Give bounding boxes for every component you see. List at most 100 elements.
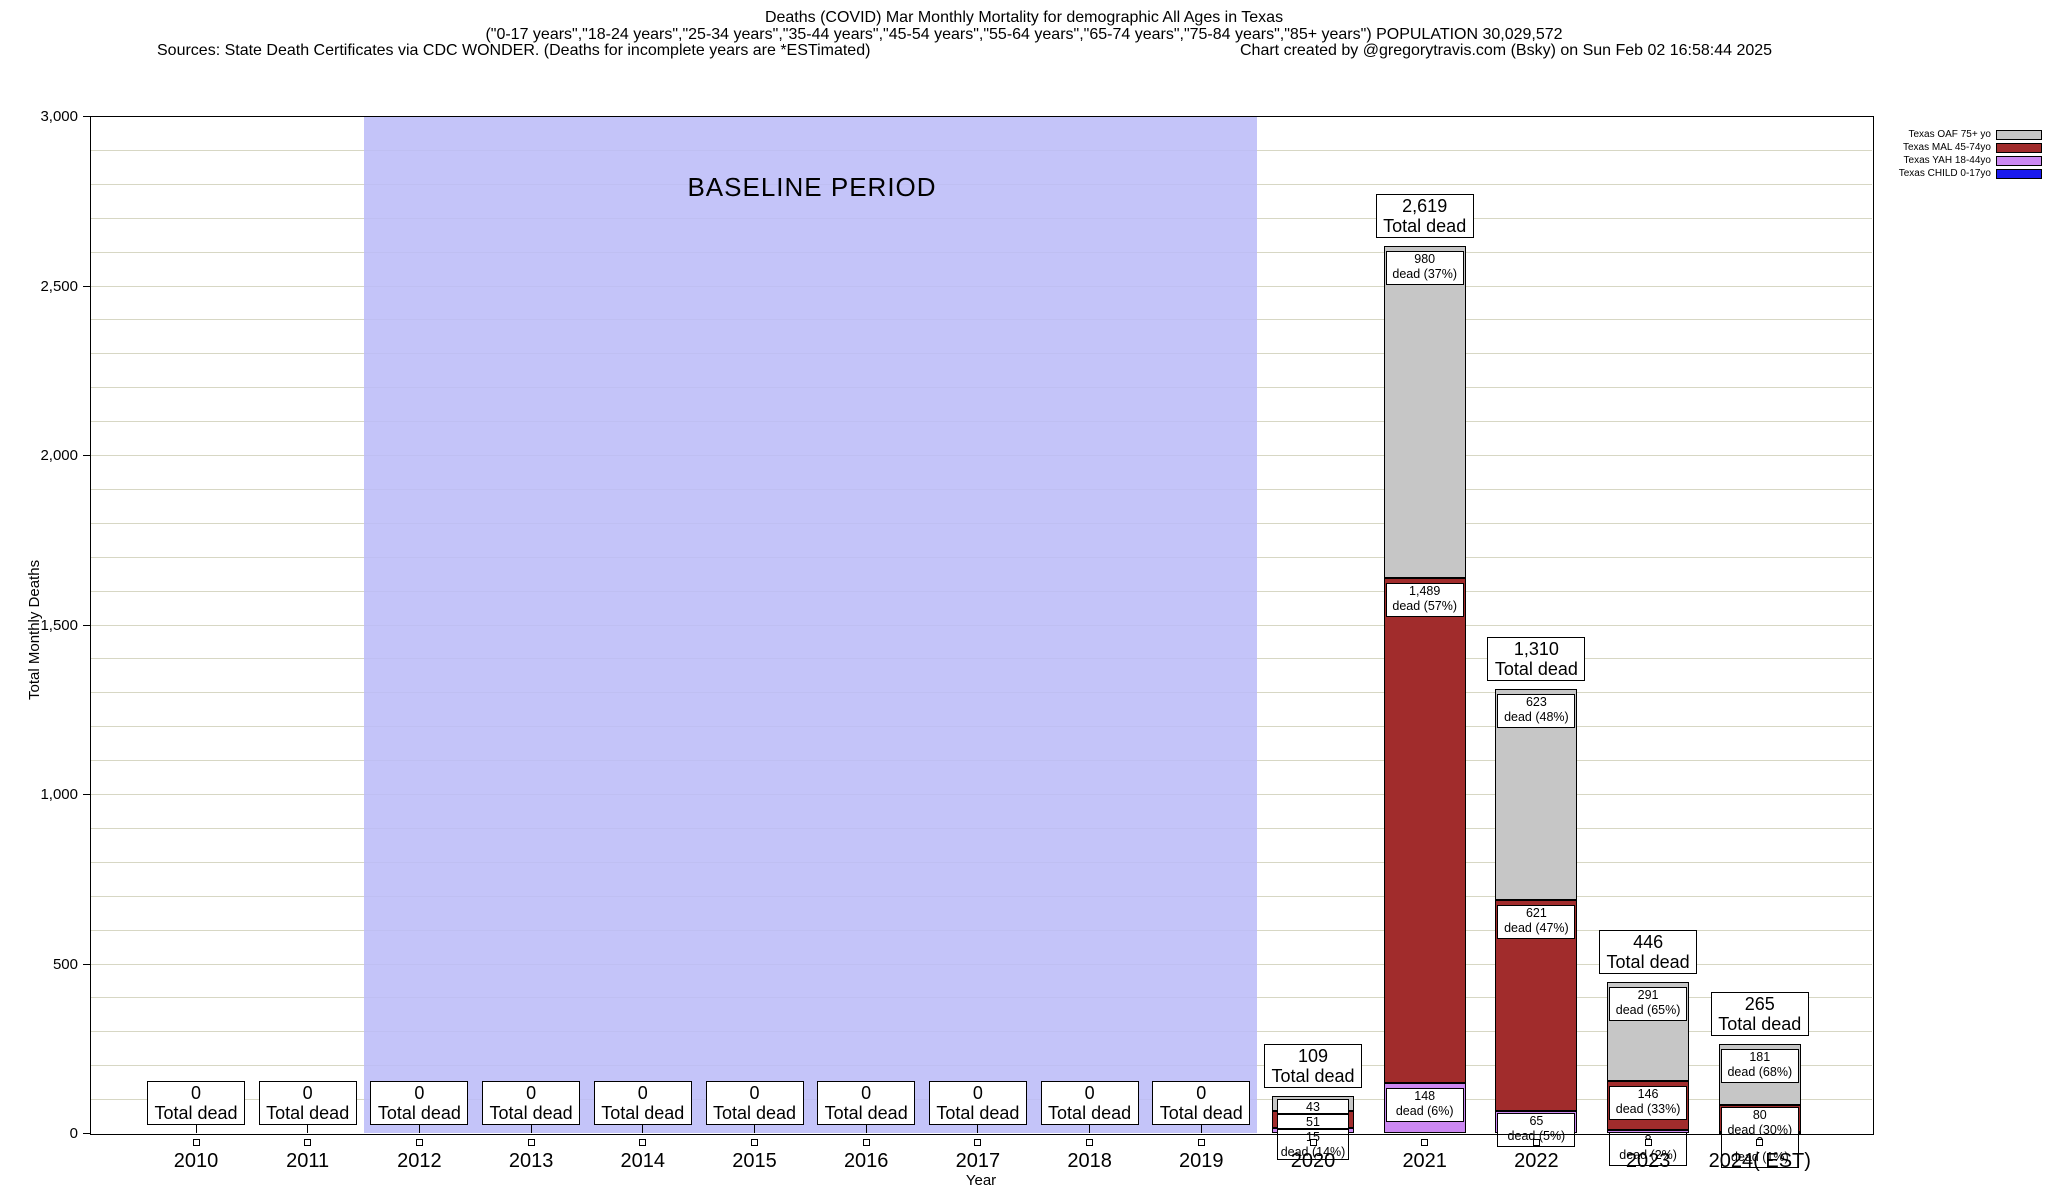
- legend-swatch: [1996, 168, 2042, 179]
- x-tick-label: 2013: [508, 1150, 554, 1172]
- legend-label: Texas OAF 75+ yo: [1908, 129, 1991, 140]
- x-tick-label: 2012: [397, 1150, 442, 1172]
- y-tick-label: 2,500: [40, 277, 78, 295]
- x-tick-marker: [751, 1139, 758, 1146]
- x-tick-label: 2022: [1514, 1150, 1559, 1172]
- segment-label-MAL-2020: 51: [1277, 1114, 1349, 1130]
- legend-label: Texas MAL 45-74yo: [1902, 142, 1991, 153]
- legend-entry-YAH: Texas YAH 18-44yo: [1899, 154, 2042, 167]
- y-tick-label: 1,000: [40, 786, 78, 803]
- total-dead-label-2012: 0 Total dead: [370, 1081, 469, 1125]
- total-dead-label-2016: 0 Total dead: [817, 1081, 916, 1125]
- zero-bar-connector: [1200, 1124, 1202, 1133]
- segment-label-MAL-2023: 146 dead (33%): [1609, 1085, 1688, 1120]
- total-dead-label-2018: 0 Total dead: [1040, 1081, 1139, 1125]
- segment-label-OAF-2024( EST): 181 dead (68%): [1720, 1048, 1799, 1083]
- x-tick-marker: [1309, 1139, 1317, 1146]
- segment-label-MAL-2021: 1,489 dead (57%): [1385, 583, 1464, 618]
- bar-segment-OAF-2021: [1383, 245, 1466, 579]
- segment-label-MAL-2022: 621 dead (47%): [1497, 905, 1576, 940]
- x-tick-marker: [1086, 1139, 1094, 1146]
- total-dead-label-2015: 0 Total dead: [705, 1081, 804, 1125]
- y-axis-title: Total Monthly Deaths: [26, 559, 43, 700]
- y-tick-label: 0: [69, 1125, 78, 1142]
- x-tick-label: 2011: [286, 1150, 330, 1172]
- chart-subtitle: ("0-17 years","18-24 years","25-34 years…: [485, 26, 1563, 43]
- segment-label-OAF-2023: 291 dead (65%): [1609, 987, 1688, 1022]
- zero-bar-connector: [195, 1124, 197, 1133]
- segment-label-OAF-2021: 980 dead (37%): [1385, 250, 1464, 285]
- zero-bar-connector: [977, 1124, 979, 1133]
- x-tick-marker: [1532, 1139, 1540, 1146]
- x-tick-label: 2014: [620, 1150, 666, 1172]
- total-dead-label-2020: 109 Total dead: [1264, 1044, 1362, 1089]
- x-tick-marker: [1644, 1139, 1652, 1146]
- bar-segment-MAL-2021: [1383, 578, 1466, 1083]
- x-tick-label: 2010: [173, 1150, 219, 1172]
- x-tick-marker: [527, 1139, 535, 1146]
- legend-entry-CHILD: Texas CHILD 0-17yo: [1899, 167, 2042, 180]
- y-tick-mark: [83, 794, 90, 795]
- total-dead-label-2017: 0 Total dead: [928, 1081, 1027, 1125]
- legend-swatch: [1996, 142, 2042, 153]
- legend-entry-OAF: Texas OAF 75+ yo: [1899, 128, 2042, 141]
- y-tick-mark: [83, 285, 90, 287]
- legend-swatch: [1996, 129, 2042, 140]
- total-dead-label-2024( EST): 265 Total dead: [1710, 991, 1809, 1036]
- chart-credit: Chart created by @gregorytravis.com (Bsk…: [1240, 42, 1773, 59]
- y-tick-mark: [83, 116, 90, 117]
- zero-bar-connector: [530, 1124, 532, 1133]
- total-dead-label-2022: 1,310 Total dead: [1487, 637, 1586, 682]
- x-tick-marker: [1421, 1139, 1429, 1146]
- total-dead-label-2019: 0 Total dead: [1152, 1081, 1251, 1125]
- x-tick-marker: [862, 1139, 870, 1146]
- x-tick-label: 2021: [1402, 1150, 1447, 1172]
- x-tick-marker: [192, 1139, 200, 1146]
- y-tick-label: 1,500: [40, 616, 78, 634]
- zero-bar-connector: [418, 1124, 420, 1133]
- total-dead-label-2021: 2,619 Total dead: [1375, 193, 1474, 238]
- x-tick-label: 2018: [1067, 1150, 1112, 1172]
- y-tick-mark: [83, 963, 90, 965]
- chart-title: Deaths (COVID) Mar Monthly Mortality for…: [764, 9, 1284, 26]
- x-tick-marker: [1197, 1139, 1205, 1146]
- legend: Texas OAF 75+ yo Texas MAL 45-74yo Texas Y…: [1899, 128, 2042, 180]
- chart-sources: Sources: State Death Certificates via CD…: [157, 42, 871, 59]
- x-tick-label: 2017: [955, 1150, 1001, 1172]
- x-tick-label: 2023: [1625, 1150, 1671, 1172]
- baseline-period-label: BASELINE PERIOD: [687, 172, 937, 202]
- x-tick-marker: [974, 1139, 982, 1146]
- x-axis-title: Year: [965, 1172, 997, 1189]
- x-tick-label: 2016: [843, 1150, 889, 1172]
- x-tick-label: 2024( EST): [1708, 1150, 1811, 1172]
- total-dead-label-2014: 0 Total dead: [593, 1081, 692, 1125]
- baseline-band: [363, 116, 1258, 1133]
- x-tick-marker: [304, 1139, 312, 1146]
- zero-bar-connector: [754, 1124, 755, 1133]
- zero-bar-connector: [865, 1124, 867, 1133]
- y-tick-mark: [83, 455, 90, 456]
- x-tick-marker: [1756, 1139, 1764, 1146]
- y-tick-mark: [83, 1133, 90, 1134]
- zero-bar-connector: [307, 1124, 309, 1133]
- legend-label: Texas YAH 18-44yo: [1903, 155, 1991, 166]
- x-tick-marker: [415, 1139, 423, 1146]
- legend-entry-MAL: Texas MAL 45-74yo: [1899, 141, 2042, 154]
- x-tick-marker: [639, 1139, 647, 1146]
- segment-label-YAH-2021: 148 dead (6%): [1385, 1087, 1464, 1122]
- y-tick-label: 500: [52, 955, 78, 973]
- segment-label-OAF-2020: 43: [1277, 1099, 1349, 1115]
- legend-label: Texas CHILD 0-17yo: [1898, 168, 1991, 179]
- y-tick-mark: [83, 624, 90, 626]
- total-dead-label-2010: 0 Total dead: [147, 1081, 245, 1125]
- zero-bar-connector: [1089, 1124, 1091, 1133]
- x-tick-label: 2020: [1290, 1150, 1336, 1172]
- legend-swatch: [1996, 155, 2042, 166]
- y-tick-label: 2,000: [40, 447, 78, 464]
- y-tick-label: 3,000: [40, 108, 78, 125]
- total-dead-label-2023: 446 Total dead: [1599, 930, 1698, 975]
- total-dead-label-2011: 0 Total dead: [258, 1081, 357, 1125]
- x-tick-label: 2015: [732, 1150, 777, 1172]
- zero-bar-connector: [642, 1124, 644, 1133]
